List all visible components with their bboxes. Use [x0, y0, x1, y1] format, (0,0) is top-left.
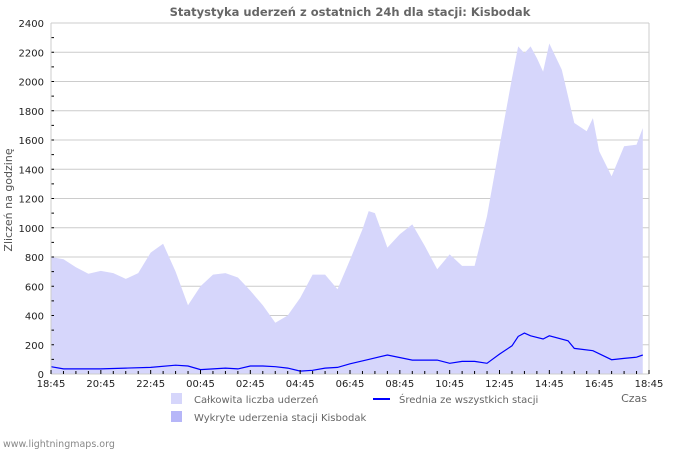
- y-tick-label: 1600: [19, 136, 44, 147]
- legend-swatch-station: [171, 411, 182, 422]
- y-tick-label: 200: [25, 341, 44, 352]
- x-tick-label: 18:45: [37, 379, 66, 390]
- legend-label-average: Średnia ze wszystkich stacji: [399, 393, 538, 406]
- y-tick-label: 1800: [19, 107, 44, 118]
- y-tick-label: 1400: [19, 165, 44, 176]
- x-tick-label: 12:45: [485, 379, 514, 390]
- y-tick-label: 2000: [19, 78, 44, 89]
- x-axis-label: Czas: [621, 392, 647, 405]
- legend-label-total: Całkowita liczba uderzeń: [194, 394, 318, 406]
- x-tick-label: 16:45: [585, 379, 614, 390]
- legend-swatch-total: [171, 393, 182, 404]
- legend-label-station: Wykryte uderzenia stacji Kisbodak: [194, 413, 366, 424]
- x-tick-label: 08:45: [385, 379, 414, 390]
- x-tick-label: 02:45: [236, 379, 265, 390]
- x-tick-label: 06:45: [336, 379, 365, 390]
- y-tick-label: 1200: [19, 195, 44, 206]
- x-tick-label: 18:45: [635, 379, 664, 390]
- watermark: www.lightningmaps.org: [3, 439, 115, 450]
- area-series-total-strikes: [51, 44, 643, 375]
- y-tick-label: 400: [25, 312, 44, 323]
- y-tick-label: 1000: [19, 224, 44, 235]
- x-tick-label: 20:45: [86, 379, 115, 390]
- x-tick-label: 14:45: [535, 379, 564, 390]
- y-tick-label: 600: [25, 282, 44, 293]
- x-tick-label: 00:45: [186, 379, 215, 390]
- y-tick-label: 2200: [19, 48, 44, 59]
- y-tick-label: 2400: [19, 19, 44, 30]
- x-tick-label: 04:45: [286, 379, 315, 390]
- y-tick-label: 800: [25, 253, 44, 264]
- y-axis-label: Zliczeń na godzinę: [2, 148, 15, 251]
- chart-title: Statystyka uderzeń z ostatnich 24h dla s…: [170, 5, 531, 19]
- x-tick-label: 22:45: [136, 379, 165, 390]
- x-tick-label: 10:45: [435, 379, 464, 390]
